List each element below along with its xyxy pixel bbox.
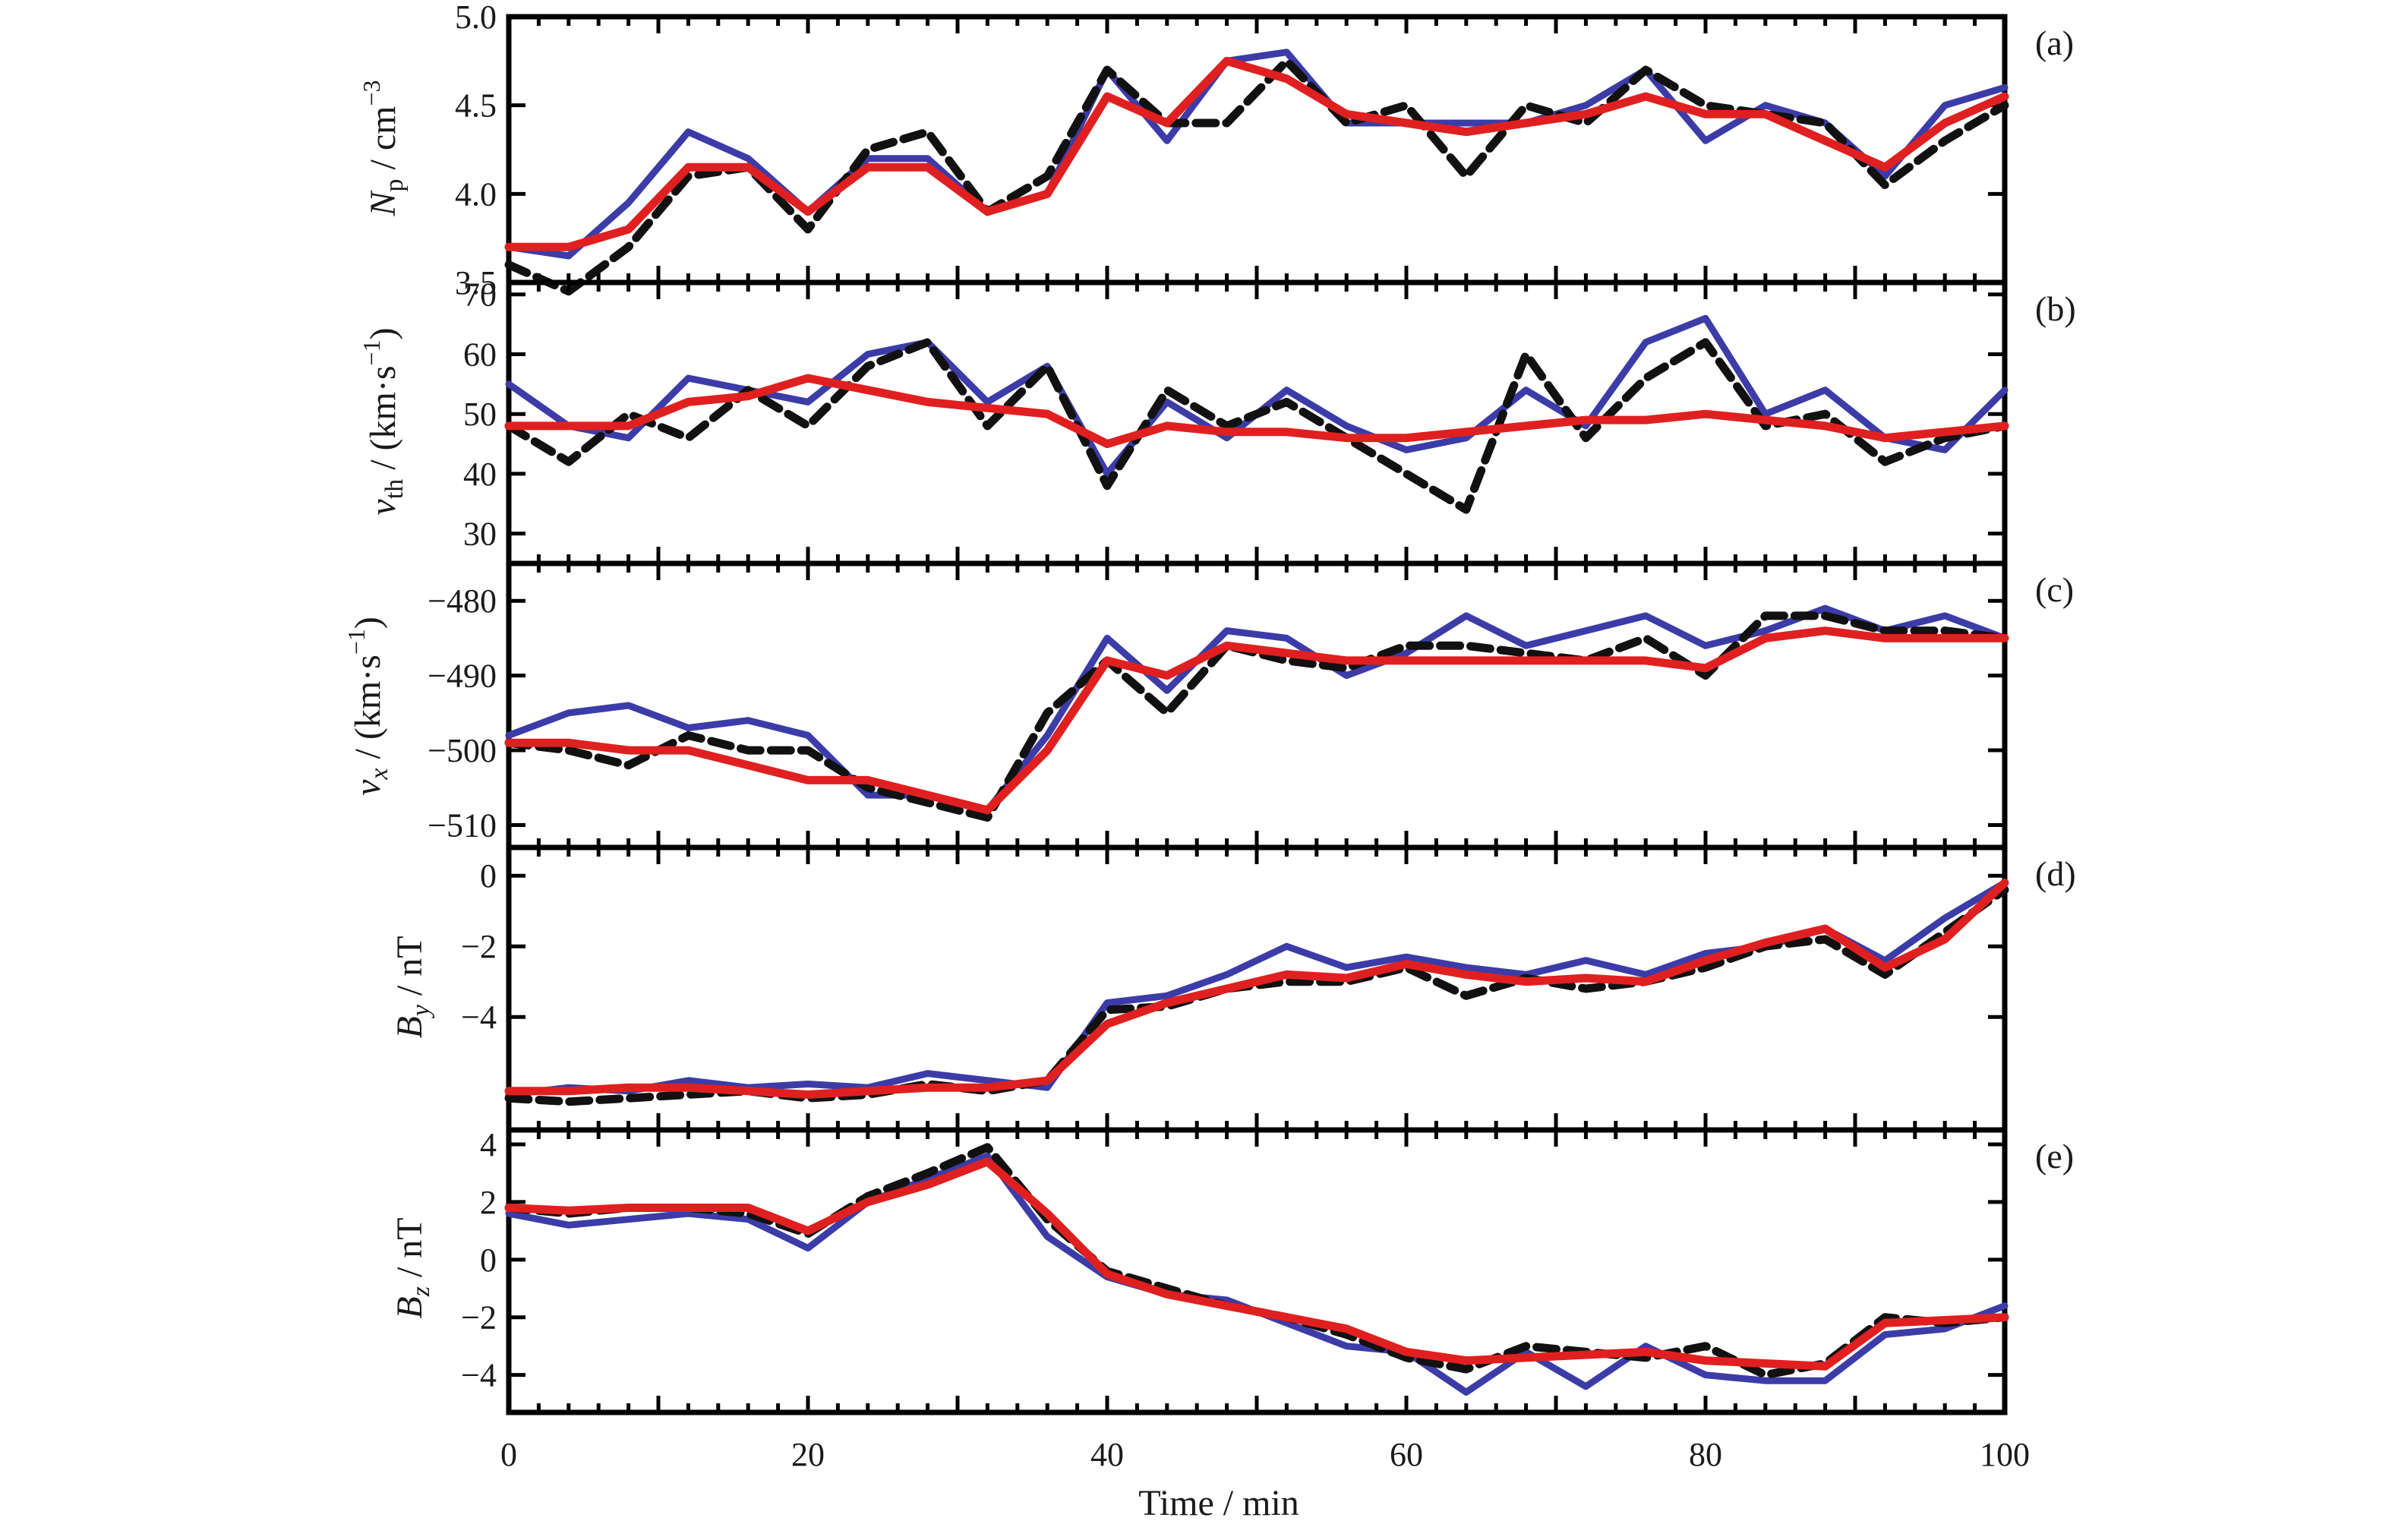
panel-e-ytick-label: 0	[480, 1242, 497, 1279]
panel-b-series-2-line	[504, 338, 2009, 514]
panel-c-series-1-line	[505, 604, 2009, 814]
y-label-a: Np / cm−3	[358, 80, 409, 216]
y-label-b: vth / (km·s−1)	[358, 327, 409, 515]
x-tick-label: 80	[1689, 1436, 1722, 1473]
y-label-d-main: B	[390, 1016, 430, 1038]
panel-e-ytick-label: 2	[480, 1184, 497, 1221]
panel-e: −4 −2 0 2 4 (e)	[461, 1126, 2074, 1415]
panel-d: −4 −2 0 (d)	[461, 844, 2076, 1133]
panel-d-ytick-label: −4	[461, 999, 497, 1036]
panel-d-ytick-label: −2	[461, 928, 497, 965]
y-label-d-sub: y	[407, 1004, 435, 1018]
panel-a-series-2-line	[504, 56, 2009, 296]
y-label-e-unit: / nT	[390, 1217, 430, 1286]
y-label-a-main: N	[363, 190, 403, 217]
y-label-c-main: v	[348, 779, 388, 796]
panel-c-ytick-label: −490	[428, 658, 497, 695]
x-tick-label: 0	[500, 1436, 517, 1473]
panel-e-ytick-label: −2	[461, 1299, 497, 1336]
y-label-a-sub: p	[380, 179, 409, 192]
panel-b-ytick-label: 60	[463, 336, 497, 373]
panel-e-tag: (e)	[2035, 1137, 2074, 1176]
panel-e-ytick-label: −4	[461, 1357, 497, 1394]
x-tick-label: 100	[1980, 1436, 2030, 1473]
panel-c-ytick-label: −500	[428, 732, 497, 769]
panel-c-ytick-label: −480	[428, 582, 497, 620]
y-label-b-close: )	[363, 327, 403, 339]
panel-b-ytick-label: 50	[463, 396, 497, 433]
y-label-c-sub: x	[365, 768, 393, 780]
panel-d-series-3-line	[504, 879, 2009, 1099]
svg-text:By / nT: By / nT	[390, 936, 435, 1038]
panel-d-tag: (d)	[2035, 854, 2076, 893]
svg-text:vx / (km·s−1): vx / (km·s−1)	[342, 617, 393, 796]
panel-e-ytick-label: 4	[480, 1126, 497, 1163]
x-tick-label: 20	[791, 1436, 825, 1473]
panel-a-ytick-label: 3.5	[455, 264, 497, 301]
panel-d-series-1-line	[505, 879, 2009, 1098]
svg-text:Np / cm−3: Np / cm−3	[358, 80, 409, 216]
panel-e-series-1-line	[505, 1152, 2009, 1396]
panel-a-series-1-line	[505, 49, 2009, 260]
y-label-e-sub: z	[407, 1286, 435, 1297]
panel-c-frame	[506, 560, 2008, 850]
y-label-a-unit: / cm	[363, 106, 403, 179]
panel-b-ytick-label: 30	[463, 516, 497, 553]
y-label-b-unit: / (km·s	[363, 365, 403, 478]
panel-a-ytick-label: 4.0	[455, 175, 497, 213]
x-tick-label: 60	[1390, 1436, 1423, 1473]
panel-c-series-3-line	[504, 626, 2009, 815]
y-label-c-sup: −1	[342, 629, 370, 655]
x-tick-label: 40	[1090, 1436, 1124, 1473]
panel-b-ytick-label: 40	[463, 456, 497, 493]
panel-a-ytick-label: 5.0	[455, 0, 497, 36]
y-label-e: Bz / nT	[390, 1217, 435, 1318]
panel-d-series-2-line	[504, 885, 2009, 1106]
y-label-b-sub: th	[380, 479, 409, 499]
y-label-c-unit: / (km·s	[348, 655, 388, 768]
y-label-e-main: B	[390, 1296, 430, 1318]
y-label-b-main: v	[363, 499, 403, 516]
panel-a-series-3-line	[504, 56, 2009, 251]
panel-b: 30 40 50 60 70 (b)	[463, 276, 2076, 566]
panel-e-series-2-line	[504, 1143, 2009, 1380]
svg-text:Bz / nT: Bz / nT	[390, 1217, 435, 1318]
y-label-c-close: )	[348, 617, 388, 629]
panel-b-tag: (b)	[2035, 289, 2076, 328]
panel-d-ytick-label: 0	[480, 857, 497, 895]
panel-c-tag: (c)	[2035, 570, 2074, 609]
panel-a: 3.5 4.0 4.5 5.0 (a)	[455, 0, 2074, 301]
panel-c-ytick-label: −510	[428, 806, 497, 844]
y-label-a-sup: −3	[358, 80, 385, 106]
panel-e-series-3-line	[504, 1157, 2009, 1371]
panel-b-series-3-line	[504, 374, 2009, 449]
y-label-c: vx / (km·s−1)	[342, 617, 393, 796]
svg-text:vth / (km·s−1): vth / (km·s−1)	[358, 327, 409, 515]
y-label-b-sup: −1	[358, 339, 385, 365]
x-axis-title: Time / min	[1138, 1483, 1299, 1523]
panel-a-ytick-label: 4.5	[455, 87, 497, 125]
panel-c: −510 −500 −490 −480 (c)	[428, 560, 2074, 850]
panel-a-tag: (a)	[2035, 24, 2074, 62]
y-label-d: By / nT	[390, 936, 435, 1038]
y-label-d-unit: / nT	[390, 936, 430, 1005]
panel-b-ytick-label: 70	[463, 276, 497, 314]
